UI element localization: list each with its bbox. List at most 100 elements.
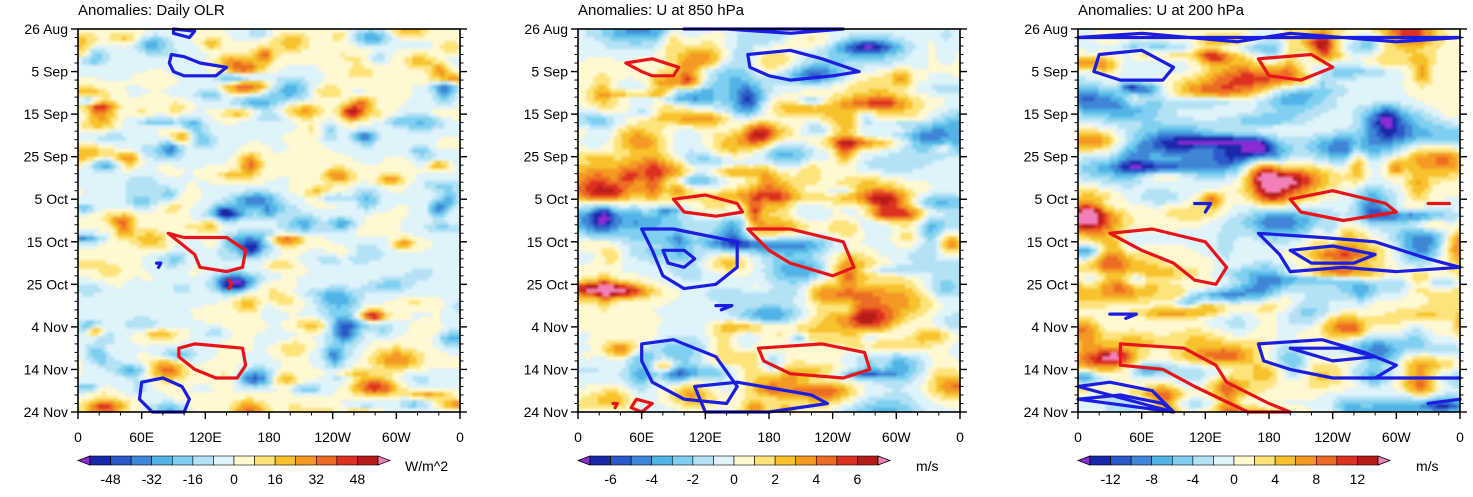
colorbar-box (1315, 455, 1338, 466)
x-tick-label: 0 (1456, 429, 1464, 445)
y-tick-label: 15 Sep (24, 106, 69, 122)
x-tick-label: 0 (956, 429, 964, 445)
colorbar-label: -32 (142, 471, 162, 487)
colorbar-label: 32 (308, 471, 324, 487)
y-tick-label: 5 Oct (1035, 191, 1069, 207)
y-tick-label: 15 Sep (524, 106, 569, 122)
contour-positive-4 (1288, 189, 1398, 223)
colorbar-box (1274, 455, 1297, 466)
colorbar-max-triangle (1377, 455, 1392, 466)
y-tick-label: 4 Nov (531, 319, 568, 335)
contour-negative-6 (661, 248, 697, 269)
colorbar-unit: m/s (1416, 458, 1439, 474)
y-tick-label: 5 Sep (31, 64, 68, 80)
x-tick-label: 120W (814, 429, 851, 445)
y-tick-label: 15 Oct (527, 234, 568, 250)
contour-positive-9 (756, 342, 872, 380)
colorbar-box (713, 455, 735, 466)
colorbar-box (836, 455, 858, 466)
colorbar-box (1295, 455, 1317, 466)
colorbar-box (1357, 455, 1379, 466)
y-tick-label: 25 Sep (24, 149, 69, 165)
x-tick-label: 60W (382, 429, 412, 445)
colorbar-box (233, 455, 255, 466)
contour-positive-7 (1108, 227, 1229, 286)
colorbar-box (692, 455, 714, 466)
y-tick-label: 5 Sep (1031, 64, 1068, 80)
x-tick-label: 120W (314, 429, 351, 445)
x-tick-label: 60E (129, 429, 154, 445)
colorbar-box (213, 455, 235, 466)
contour-negative-8 (1256, 231, 1462, 274)
y-tick-label: 25 Oct (527, 276, 568, 292)
colorbar-box (589, 455, 611, 466)
panel-1: Anomalies: Daily OLR 26 Aug 5 Sep 15 Sep 25 … (24, 2, 467, 487)
x-tick-label: 120E (689, 429, 722, 445)
x-tick-label: 120E (189, 429, 222, 445)
contour-negative-13 (1288, 346, 1377, 363)
colorbar-label: 0 (1230, 471, 1238, 487)
x-tick-label: 60E (1129, 429, 1154, 445)
colorbar-box (774, 455, 797, 466)
colorbar-label: 12 (1350, 471, 1366, 487)
colorbar-box (295, 455, 317, 466)
x-tick-label: 0 (74, 429, 82, 445)
x-tick-label: 60W (1382, 429, 1412, 445)
colorbar-min-triangle (76, 455, 91, 466)
colorbar-box (171, 455, 194, 466)
contour-negative-1 (171, 27, 197, 40)
x-tick-label: 180 (1257, 429, 1281, 445)
colorbar-box (815, 455, 838, 466)
colorbar-box (254, 455, 276, 466)
x-tick-label: 60W (882, 429, 912, 445)
colorbar-label: -4 (645, 471, 658, 487)
colorbar-max-triangle (377, 455, 392, 466)
colorbar-box (315, 455, 338, 466)
contour-negative-15 (1076, 393, 1176, 414)
y-tick-label: 24 Nov (524, 404, 568, 420)
panel-3: Anomalies: U at 200 hPa 26 Aug 5 Sep 15 Sep… (1024, 2, 1467, 487)
colorbar-label: 6 (854, 471, 862, 487)
colorbar-box (857, 455, 879, 466)
contour-negative-2 (1092, 48, 1176, 82)
contour-negative-9 (1288, 244, 1377, 265)
panel-2: Anomalies: U at 850 hPa 26 Aug 5 Sep 15 Sep… (524, 2, 967, 487)
y-tick-label: 25 Sep (524, 149, 569, 165)
x-tick-label: 120E (1189, 429, 1222, 445)
colorbar-label: 2 (771, 471, 779, 487)
colorbar-box (651, 455, 673, 466)
contour-positive-3 (1256, 52, 1335, 82)
x-tick-label: 0 (456, 429, 464, 445)
colorbar-box (733, 455, 755, 466)
colorbar-label: 8 (1312, 471, 1320, 487)
colorbar-box (357, 455, 379, 466)
colorbar-box (1171, 455, 1194, 466)
colorbar-unit: m/s (916, 458, 939, 474)
colorbar-label: 4 (812, 471, 820, 487)
y-tick-label: 14 Nov (524, 361, 568, 377)
x-tick-label: 0 (574, 429, 582, 445)
y-tick-label: 4 Nov (1031, 319, 1068, 335)
y-tick-label: 24 Nov (1024, 404, 1068, 420)
colorbar-label: 16 (267, 471, 283, 487)
colorbar-max-triangle (877, 455, 892, 466)
contour-positive-7 (746, 227, 856, 278)
colorbar-label: 4 (1271, 471, 1279, 487)
x-tick-label: 120W (1314, 429, 1351, 445)
colorbar-label: 0 (230, 471, 238, 487)
colorbar-box (1089, 455, 1111, 466)
colorbar-box (110, 455, 132, 466)
panel-title: Anomalies: U at 200 hPa (1078, 2, 1245, 19)
colorbar-box (1336, 455, 1358, 466)
colorbar-box (336, 455, 358, 466)
colorbar-label: -48 (100, 471, 120, 487)
contour-negative-14 (1076, 380, 1176, 414)
colorbar-label: -8 (1145, 471, 1158, 487)
contour-negative-8 (714, 304, 734, 312)
colorbar-box (1192, 455, 1214, 466)
colorbar-label: -16 (183, 471, 203, 487)
contour-positive-4 (671, 193, 745, 218)
heatmap-field (1078, 29, 1460, 412)
y-tick-label: 5 Sep (531, 64, 568, 80)
